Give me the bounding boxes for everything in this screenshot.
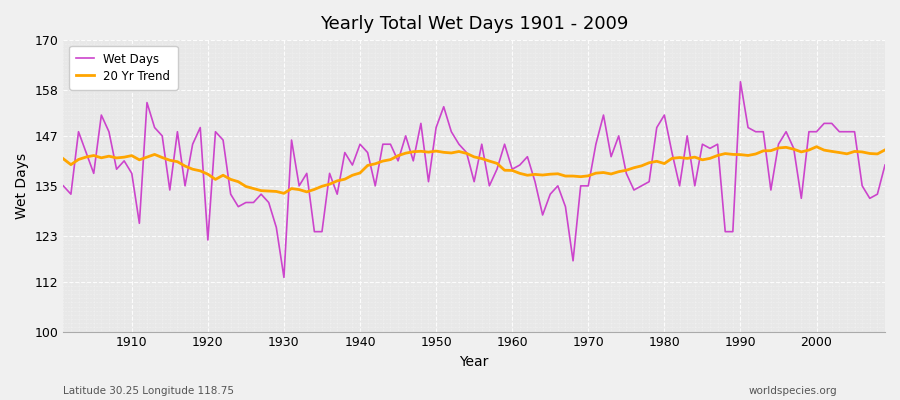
Text: Latitude 30.25 Longitude 118.75: Latitude 30.25 Longitude 118.75 — [63, 386, 234, 396]
Wet Days — [879, 163, 890, 168]
20 Yr Trend — [278, 191, 289, 196]
20 Yr Trend — [339, 177, 350, 182]
Legend: Wet Days, 20 Yr Trend: Wet Days, 20 Yr Trend — [69, 46, 177, 90]
20 Yr Trend — [119, 155, 130, 160]
Title: Yearly Total Wet Days 1901 - 2009: Yearly Total Wet Days 1901 - 2009 — [320, 15, 628, 33]
20 Yr Trend — [515, 171, 526, 176]
Wet Days — [58, 184, 68, 188]
Wet Days — [339, 150, 350, 155]
Line: 20 Yr Trend: 20 Yr Trend — [63, 147, 885, 193]
Text: worldspecies.org: worldspecies.org — [749, 386, 837, 396]
20 Yr Trend — [879, 148, 890, 152]
20 Yr Trend — [293, 187, 304, 192]
Wet Days — [515, 163, 526, 168]
Wet Days — [735, 79, 746, 84]
20 Yr Trend — [811, 144, 822, 149]
20 Yr Trend — [58, 156, 68, 161]
X-axis label: Year: Year — [460, 355, 489, 369]
Wet Days — [293, 184, 304, 188]
Wet Days — [507, 167, 517, 172]
Wet Days — [119, 158, 130, 163]
Wet Days — [606, 154, 616, 159]
Wet Days — [278, 275, 289, 280]
Line: Wet Days: Wet Days — [63, 82, 885, 278]
20 Yr Trend — [606, 172, 616, 176]
20 Yr Trend — [507, 168, 517, 173]
Y-axis label: Wet Days: Wet Days — [15, 153, 29, 219]
